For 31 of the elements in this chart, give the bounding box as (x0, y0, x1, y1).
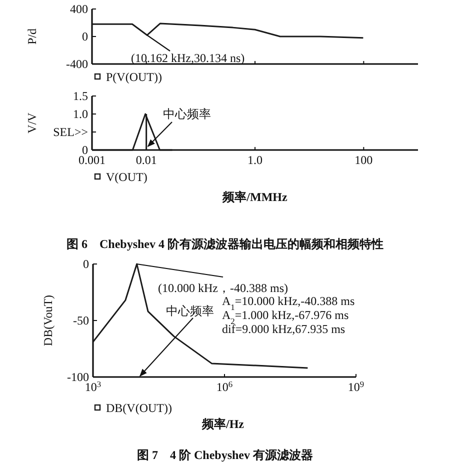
x-tick-label: 100 (354, 153, 373, 167)
legend: P(V(OUT)) (94, 70, 162, 84)
caption: 图 6 Chebyshev 4 阶有源滤波器输出电压的幅频和相频特性 (66, 237, 384, 251)
annotation: 中心频率 (163, 107, 211, 121)
x-tick-label: 0.01 (136, 153, 157, 167)
x-axis-title: 频率/Hz (201, 417, 245, 431)
caption: 图 7 4 阶 Chebyshev 有源滤波器 (136, 448, 314, 462)
annotation: (10.000 kHz，-40.388 ms) (158, 281, 288, 295)
legend: DB(V(OUT)) (94, 401, 172, 415)
y-axis-title: P/d (25, 28, 39, 45)
annotation: (10.162 kHz,30.134 ns) (131, 51, 245, 65)
y-tick-label: 400 (70, 2, 88, 16)
legend-label: P(V(OUT)) (106, 70, 162, 84)
y-tick-label: 0 (83, 257, 89, 271)
y-tick-label: -400 (66, 57, 88, 71)
annotation: A$_{1}$=10.000 kHz,-40.388 ms (222, 294, 355, 312)
x-axis-title: 频率/MMHz (222, 190, 288, 204)
y-tick-label: -50 (73, 314, 89, 328)
y-axis-title: DB(VouT) (41, 294, 55, 346)
y-tick-label: 0 (82, 30, 88, 44)
x-tick-label: 10$^{9}$ (348, 380, 364, 394)
x-tick-label: 1.0 (248, 153, 262, 167)
y-tick-label: 1.0 (73, 107, 88, 121)
y-axis-title: V/V (25, 112, 39, 134)
y-tick-label: SEL>> (53, 125, 88, 139)
legend: V(OUT) (94, 170, 148, 184)
y-tick-label: 1.5 (73, 89, 88, 103)
x-tick-label: 10$^{6}$ (216, 380, 233, 394)
annotation: 中心频率 (166, 304, 214, 318)
legend-label: V(OUT) (106, 170, 148, 184)
legend-label: DB(V(OUT)) (106, 401, 172, 415)
